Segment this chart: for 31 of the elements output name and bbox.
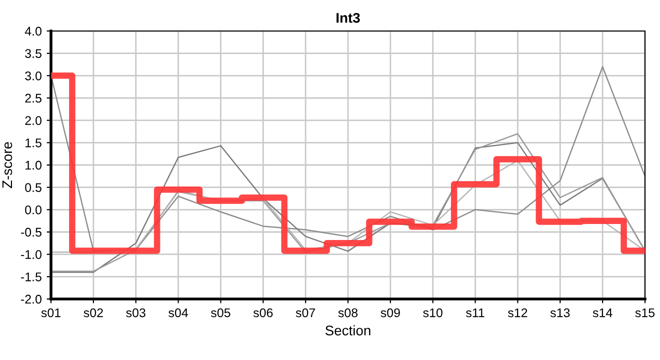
x-tick-label: s15 [635,308,655,318]
x-tick-label: s13 [550,308,570,318]
y-tick-label: 0.5 [25,183,42,192]
y-tick-label: -1.0 [20,250,42,259]
x-tick-label: s14 [592,308,612,318]
y-tick-label: 0.0 [25,205,42,214]
y-tick-label: 1.5 [26,138,42,148]
chart-title: Int3 [336,12,360,23]
y-tick-label: -0.5 [20,228,42,237]
x-tick-label: s09 [380,308,400,318]
x-tick-label: s04 [168,308,188,318]
x-axis-title: Section [325,325,370,336]
x-tick-label: s02 [84,308,103,318]
y-tick-label: 2.5 [25,94,42,103]
y-tick-label: -1.5 [20,272,42,282]
x-tick-label: s06 [253,308,273,318]
y-tick-label: 4.0 [24,26,42,36]
y-tick-label: -2.0 [20,294,42,304]
y-tick-label: 3.0 [25,71,42,80]
x-tick-label: s12 [508,308,528,318]
x-tick-label: s01 [41,308,60,318]
x-tick-label: s05 [210,308,230,318]
x-tick-label: s07 [296,308,316,318]
x-tick-label: s03 [126,308,146,318]
y-axis-title: Z-score [2,142,12,188]
x-tick-label: s08 [338,308,358,318]
y-tick-label: 3.5 [25,49,42,58]
y-tick-label: 1.0 [26,160,42,170]
x-tick-label: s10 [423,308,442,318]
x-tick-label: s11 [466,308,484,318]
y-tick-label: 2.0 [25,116,42,125]
